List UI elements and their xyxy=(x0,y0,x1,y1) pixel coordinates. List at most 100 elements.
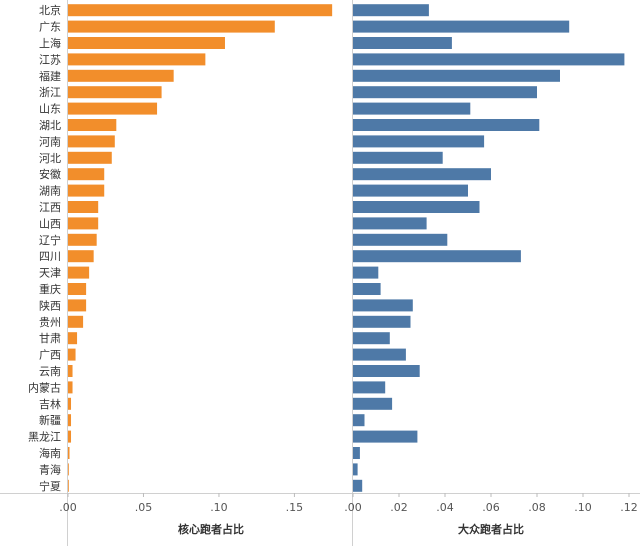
category-label: 重庆 xyxy=(39,282,61,296)
core-runner-bar xyxy=(68,283,87,295)
mass-runner-bar xyxy=(353,315,411,328)
category-label: 黑龙江 xyxy=(28,431,61,444)
core-runner-bar xyxy=(68,332,78,345)
mass-runner-bar xyxy=(353,37,452,49)
core-runner-bar xyxy=(68,168,105,181)
category-label: 福建 xyxy=(39,69,61,83)
mass-runner-bar xyxy=(353,4,429,17)
core-runner-bar xyxy=(68,266,90,279)
mass-runner-panel: .00 .02 .04 .06 .08 .10 .12 xyxy=(344,4,638,514)
core-runner-bar xyxy=(68,479,69,492)
core-runner-tick-label: .15 xyxy=(286,501,304,514)
core-runner-tick-label: .10 xyxy=(210,501,228,514)
mass-runner-tick-label: .06 xyxy=(482,501,500,514)
category-label: 湖南 xyxy=(39,185,61,198)
category-label: 江西 xyxy=(39,201,61,214)
core-runner-bar xyxy=(68,102,158,115)
category-label: 江苏 xyxy=(39,53,61,66)
mass-runner-bar xyxy=(353,381,386,394)
mass-runner-bar xyxy=(353,430,418,443)
mass-runner-bar xyxy=(353,151,443,164)
mass-runner-bar xyxy=(353,86,537,99)
core-runner-bar xyxy=(68,20,275,33)
mass-runner-bar xyxy=(353,397,393,410)
core-runner-panel: .00 .05 .10 .15 xyxy=(59,4,333,514)
category-label: 陕西 xyxy=(39,298,61,312)
mass-runner-bar xyxy=(353,168,491,181)
category-label: 北京 xyxy=(39,3,61,17)
mass-runner-bar xyxy=(353,250,521,263)
core-runner-bar xyxy=(68,37,225,49)
mass-runner-tick-label: .08 xyxy=(528,501,546,514)
mass-runner-bar xyxy=(353,283,381,295)
core-runner-bar xyxy=(68,447,70,459)
mass-runner-bar xyxy=(353,184,468,197)
category-label: 辽宁 xyxy=(39,233,61,247)
core-runner-bar xyxy=(68,119,117,131)
mass-runner-bar xyxy=(353,102,471,115)
core-runner-bar xyxy=(68,430,72,443)
mass-runner-bar xyxy=(353,365,420,377)
core-runner-bar xyxy=(68,463,69,476)
core-runner-bar xyxy=(68,315,84,328)
core-runner-bar xyxy=(68,381,73,394)
category-label: 广东 xyxy=(39,21,61,34)
category-label: 四川 xyxy=(39,250,61,263)
mass-runner-bar xyxy=(353,201,480,213)
category-label: 河北 xyxy=(39,152,61,165)
mass-runner-tick-label: .00 xyxy=(344,501,362,514)
mass-runner-tick-label: .02 xyxy=(390,501,408,514)
core-runner-tick-label: .00 xyxy=(59,501,77,514)
category-label: 新疆 xyxy=(39,413,61,427)
core-runner-bar xyxy=(68,348,76,361)
category-label: 青海 xyxy=(39,462,61,476)
category-label: 上海 xyxy=(39,36,61,50)
category-label: 云南 xyxy=(39,365,61,378)
mass-runner-tick-label: .04 xyxy=(436,501,454,514)
category-label: 湖北 xyxy=(39,119,61,132)
core-runner-bar xyxy=(68,397,72,410)
category-label: 山西 xyxy=(39,217,61,230)
category-label: 内蒙古 xyxy=(28,380,61,394)
mass-runner-bar xyxy=(353,299,413,312)
mass-runner-bar xyxy=(353,266,379,279)
mass-runner-bar xyxy=(353,414,365,427)
core-runner-bar xyxy=(68,184,105,197)
core-runner-bar xyxy=(68,69,174,82)
core-runner-bar xyxy=(68,201,99,213)
mass-runner-bar xyxy=(353,332,390,345)
category-label: 浙江 xyxy=(39,86,61,99)
mass-runner-tick-label: .12 xyxy=(620,501,638,514)
core-runner-bar xyxy=(68,250,94,263)
category-label: 安徽 xyxy=(39,167,61,181)
core-runner-bar xyxy=(68,4,333,17)
mass-runner-bar xyxy=(353,479,363,492)
mass-runner-bar xyxy=(353,135,485,148)
category-label: 河南 xyxy=(39,135,61,148)
mass-runner-bar xyxy=(353,348,406,361)
mass-runner-bar xyxy=(353,217,427,230)
core-runner-bar xyxy=(68,414,72,427)
category-label: 山东 xyxy=(39,103,61,116)
category-label: 宁夏 xyxy=(39,479,61,493)
mass-runner-bar xyxy=(353,20,570,33)
mass-runner-bar xyxy=(353,69,560,82)
core-runner-bar xyxy=(68,365,73,377)
category-label: 吉林 xyxy=(39,397,61,411)
core-runner-bar xyxy=(68,151,112,164)
category-label: 甘肃 xyxy=(39,332,61,345)
mass-runner-bar xyxy=(353,119,540,131)
core-runner-bar xyxy=(68,233,97,246)
core-runner-bar xyxy=(68,217,99,230)
core-runner-bar xyxy=(68,299,87,312)
category-label: 海南 xyxy=(39,446,61,460)
core-runner-bar xyxy=(68,135,115,148)
core-runner-bar xyxy=(68,53,206,66)
mass-runner-bar xyxy=(353,463,358,476)
core-runner-bar xyxy=(68,86,162,99)
category-labels: 北京广东上海江苏福建浙江山东湖北河南河北安徽湖南江西山西辽宁四川天津重庆陕西贵州… xyxy=(28,3,61,493)
mass-runner-bar xyxy=(353,53,625,66)
category-label: 天津 xyxy=(39,267,61,280)
core-runner-axis-title: 核心跑者占比 xyxy=(178,522,244,536)
